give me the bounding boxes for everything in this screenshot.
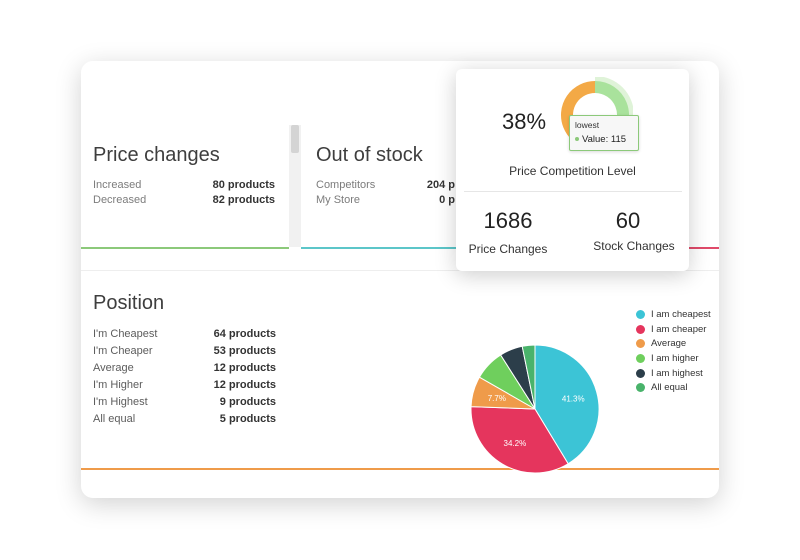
position-row-label: I'm Cheapest <box>93 328 158 340</box>
out-of-stock-title: Out of stock <box>316 144 423 166</box>
position-row-value: 64 products <box>213 328 276 340</box>
stock-changes-count: 60 <box>615 208 641 233</box>
legend-item[interactable]: All equal <box>636 380 711 395</box>
tooltip-value: Value: 115 <box>582 134 627 145</box>
position-row-value: 12 products <box>213 379 276 391</box>
competition-label: Price Competition Level <box>509 164 636 178</box>
price-changes-count: 1686 <box>483 208 533 233</box>
price-changes-label: Price Changes <box>468 242 548 256</box>
pie-slice[interactable] <box>534 344 600 465</box>
increased-value: 80 products <box>212 179 275 191</box>
donut-hover-ring <box>594 77 633 116</box>
scrollbar-thumb[interactable] <box>291 125 299 153</box>
legend-label: I am highest <box>651 367 703 379</box>
position-title: Position <box>93 292 165 314</box>
position-row-value: 53 products <box>213 345 276 357</box>
position-pie-chart: 41.3% 34.2% 7.7% <box>470 344 600 474</box>
legend-color-dot <box>636 383 645 393</box>
position-row-label: I'm Cheaper <box>93 345 153 357</box>
legend-label: Average <box>651 338 687 350</box>
legend-label: I am cheapest <box>651 308 711 320</box>
legend-item[interactable]: Average <box>636 336 711 351</box>
position-row-label: I'm Highest <box>93 396 148 408</box>
position-row-label: I'm Higher <box>93 379 143 391</box>
legend-item[interactable]: I am highest <box>636 366 711 381</box>
legend-label: I am cheaper <box>651 323 707 335</box>
position-row-value: 12 products <box>213 362 276 374</box>
competitors-label: Competitors <box>316 179 376 191</box>
position-row-label: Average <box>93 362 134 374</box>
donut-tooltip: lowest Value: 115 <box>569 115 639 151</box>
legend-color-dot <box>636 324 645 334</box>
position-row-label: All equal <box>93 413 136 425</box>
my-store-label: My Store <box>316 194 361 206</box>
competition-percent: 38% <box>502 109 547 134</box>
price-changes-title: Price changes <box>93 144 220 166</box>
legend-color-dot <box>636 309 645 319</box>
tooltip-dot <box>575 137 579 142</box>
legend-color-dot <box>636 353 645 363</box>
legend-item[interactable]: I am cheaper <box>636 322 711 337</box>
position-panel: Position I'm Cheapest 64 products I'm Ch… <box>81 270 719 474</box>
legend-label: All equal <box>651 382 688 394</box>
out-of-stock-panel: Out of stock Competitors 204 p My Store … <box>301 61 461 249</box>
divider <box>464 191 682 192</box>
my-store-value: 0 p <box>439 194 455 206</box>
legend-color-dot <box>636 368 645 378</box>
tooltip-value-row: Value: 115 <box>575 134 626 145</box>
competitors-value: 204 p <box>426 179 455 191</box>
pie-slice[interactable] <box>470 406 569 474</box>
pie-legend: I am cheapest I am cheaper Average I am … <box>636 307 711 395</box>
increased-label: Increased <box>93 179 142 191</box>
position-row-value: 5 products <box>219 413 276 425</box>
pie-slice-label: 34.2% <box>504 439 527 448</box>
scrollbar[interactable] <box>289 125 301 247</box>
legend-item[interactable]: I am higher <box>636 351 711 366</box>
decreased-value: 82 products <box>212 194 275 206</box>
stock-changes-label: Stock Changes <box>593 239 675 253</box>
pie-slice-label: 7.7% <box>488 394 506 403</box>
tooltip-title: lowest <box>575 120 600 130</box>
legend-item[interactable]: I am cheapest <box>636 307 711 322</box>
pie-slice[interactable] <box>521 344 536 410</box>
legend-color-dot <box>636 339 645 349</box>
summary-card: 38% Price Competition Level 1686 Price C… <box>456 69 689 271</box>
legend-label: I am higher <box>651 352 699 364</box>
pie-slice-label: 41.3% <box>562 394 585 403</box>
position-row-value: 9 products <box>219 396 276 408</box>
price-changes-panel: Price changes Increased 80 products Decr… <box>81 61 289 249</box>
decreased-label: Decreased <box>93 194 147 206</box>
